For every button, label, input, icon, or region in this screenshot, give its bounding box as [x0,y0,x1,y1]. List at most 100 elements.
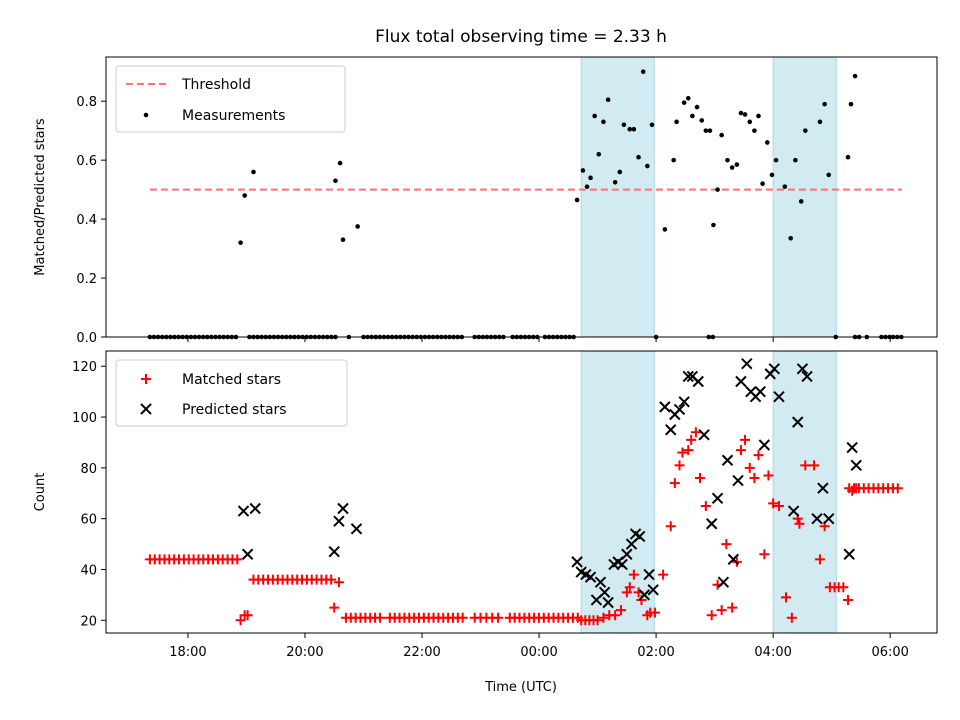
predicted-point [328,545,340,558]
y-tick-label: 80 [80,462,97,477]
matched-point [333,577,344,588]
x-tick-label: 20:00 [286,645,323,660]
matched-point [694,473,705,484]
measurement-point [703,128,709,133]
measurement-point [690,113,695,119]
predicted-point [602,596,614,609]
measurement-point [782,184,788,189]
measurement-point [617,169,623,175]
predicted-point [659,401,671,413]
matched-point [628,569,639,580]
predicted-point [634,530,646,543]
matched-point [749,473,760,484]
matched-point [759,549,770,560]
predicted-point [735,375,747,388]
predicted-point [638,589,651,601]
predicted-point [584,571,597,583]
predicted-point [727,553,740,566]
measurement-point [852,73,858,79]
measurement-point [711,222,716,228]
predicted-point [732,474,744,487]
measurement-point [729,165,735,170]
x-tick-label: 00:00 [520,645,557,660]
matched-point [329,602,340,613]
matched-point [690,427,701,438]
predicted-point [721,454,734,466]
predicted-point [773,391,785,403]
legend-series-swatch [141,374,151,384]
predicted-point [665,424,677,436]
predicted-point [717,576,730,588]
y-tick-label: 0.8 [76,95,97,110]
y-axis-label: Matched/Predicted stars [33,118,48,276]
x-tick-label: 18:00 [169,645,206,660]
observing-interval [772,56,837,338]
predicted-point [621,548,633,560]
measurement-point [788,235,793,241]
x-tick-label: 04:00 [754,645,791,660]
predicted-point [237,505,250,517]
measurement-point [734,162,740,167]
x-tick-label: 02:00 [637,645,674,660]
matched-point [493,612,504,623]
measurement-point [798,199,804,204]
legend-measurement-label: Measurements [182,108,285,124]
measurement-point [747,119,753,125]
predicted-point [682,370,694,383]
measurement-point [588,175,593,181]
measurement-point [636,154,641,160]
measurement-point [662,227,668,232]
predicted-point [801,370,813,383]
matched-point [621,587,632,598]
measurement-point [845,154,851,160]
measurement-point [627,126,633,132]
matched-point [674,460,685,471]
y-tick-label: 60 [80,513,97,528]
measurement-point [580,168,586,173]
matched-point [740,434,751,445]
measurement-point [742,112,748,117]
matched-point [843,594,854,605]
matched-point [615,605,626,616]
measurement-point [333,178,338,184]
predicted-point [333,515,345,527]
predicted-point [823,512,835,525]
matched-point [610,610,621,621]
predicted-point [768,363,781,375]
measurement-point [764,140,770,145]
ratio-panel: 0.0 0.2 0.4 0.6 0.8 Matched/Predicted stars Th… [33,56,938,346]
measurement-point [649,122,655,128]
measurement-point [715,187,720,192]
predicted-point [241,548,254,560]
matched-point [721,539,732,550]
measurement-point [826,172,832,178]
predicted-point [787,505,800,517]
measurement-point [640,69,646,75]
matched-point [658,569,669,580]
measurement-point [719,132,724,138]
measurement-point [621,122,627,128]
measurement-point [574,197,580,203]
measurement-point [694,104,700,110]
y-tick-label: 100 [72,411,97,426]
predicted-point [678,396,690,408]
measurement-point [601,119,606,125]
matched-point [665,521,676,532]
matched-point [649,607,660,618]
matched-point [763,470,774,481]
y-tick-label: 0.6 [76,154,97,169]
predicted-point [846,441,858,454]
measurement-point [822,101,827,107]
measurement-point [803,128,808,133]
predicted-point [811,512,823,525]
predicted-point [673,403,686,416]
measurement-point [699,118,705,123]
measurement-point [793,157,798,163]
measurement-point [337,160,343,166]
matched-point [677,447,688,458]
measurement-point [355,224,360,229]
x-axis-label: Time (UTC) [484,680,557,695]
matched-point [242,610,253,621]
legend-box [115,359,348,427]
